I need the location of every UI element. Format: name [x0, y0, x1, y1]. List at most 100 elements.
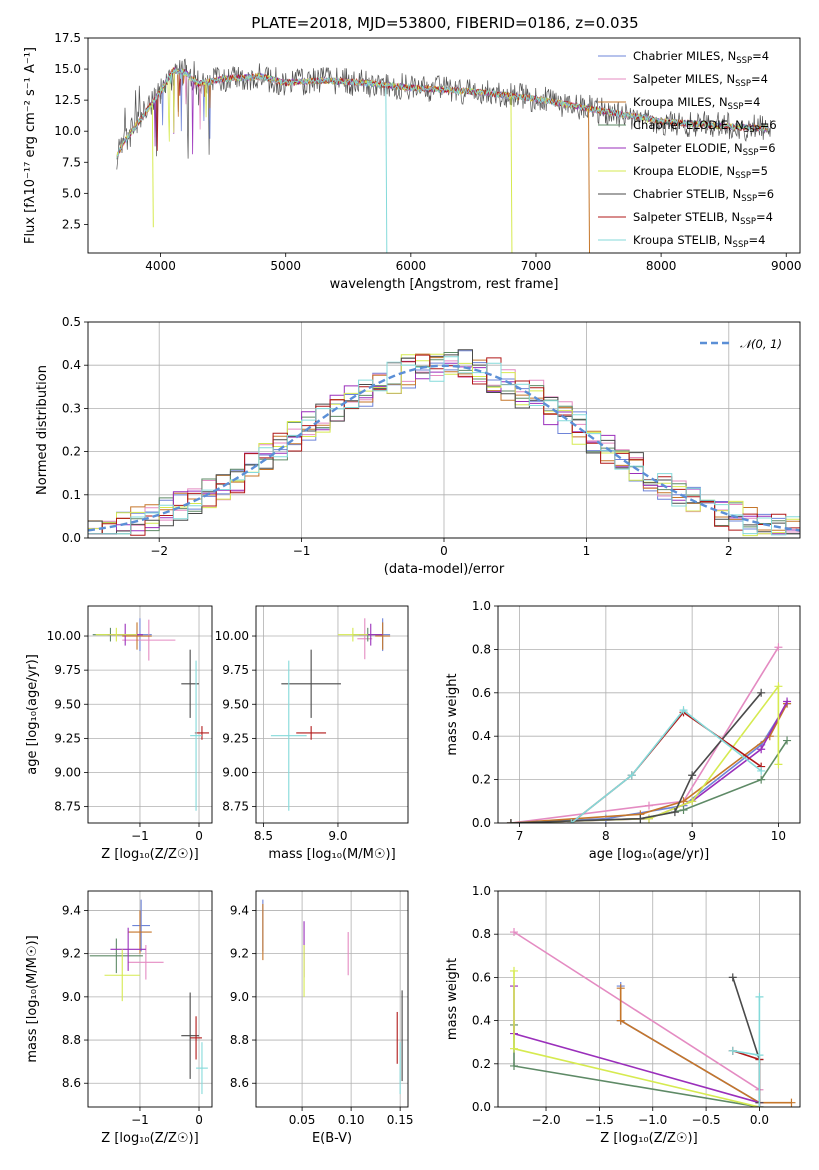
y-tick-label: 8.8: [62, 1033, 81, 1047]
errorbar-salpeter-miles: [122, 619, 176, 661]
x-tick-label: −2.0: [531, 1113, 560, 1127]
grid-lines: [256, 891, 408, 1107]
errorbar-kroupa-stelib: [190, 660, 202, 811]
series-line: [732, 977, 761, 1103]
ticks: 0.05 0.10 0.15 8.6 8.8 9.0 9.2 9.4: [230, 903, 414, 1127]
legend-entry: 𝒩(0, 1): [740, 337, 782, 351]
errorbar-kroupa-elodie: [104, 949, 140, 1002]
absorption-feature: [151, 102, 154, 228]
y-tick-label: 0.1: [62, 488, 81, 502]
ticks: 8.5 9.0 8.75 9.00 9.25 9.50 9.75 10.00: [215, 629, 348, 843]
grid-lines: [498, 890, 800, 1108]
y-tick-label: 8.75: [222, 800, 249, 814]
series-line: [510, 692, 762, 823]
spectrum-line-kroupa-stelib: [116, 68, 769, 160]
plus-marker: [679, 706, 688, 715]
x-tick-label: 8: [602, 829, 610, 843]
x-tick-label: 8.5: [254, 829, 273, 843]
histogram-step-chabrier-stelib: [88, 349, 800, 535]
errorbar-chabrier-miles: [132, 899, 150, 952]
axes-frame: [87, 37, 801, 254]
y-axis-label: mass weight: [445, 958, 460, 1040]
series-line: [570, 709, 762, 823]
errorbar-kroupa-miles: [128, 910, 152, 954]
x-tick-label: 0: [440, 544, 448, 558]
x-tick-label: 9000: [771, 259, 802, 273]
legend-entry-suffix: =4: [743, 95, 760, 109]
y-tick-label: 12.5: [54, 93, 81, 107]
legend-entry-suffix: =6: [759, 141, 776, 155]
legend-entry-suffix: =4: [756, 210, 773, 224]
plus-marker: [774, 643, 783, 652]
legend-entry-label: Chabrier MILES, N: [633, 49, 736, 63]
legend-entry-suffix: =4: [751, 72, 768, 86]
legend-entry: Chabrier MILES, NSSP=4: [633, 49, 769, 66]
x-tick-label: 7000: [521, 259, 552, 273]
series-line: [732, 996, 761, 1107]
plus-marker: [774, 682, 783, 691]
legend-entry-label: Salpeter STELIB, N: [633, 210, 740, 224]
series-kroupa-stelib: [728, 992, 764, 1107]
plus-marker: [774, 760, 783, 769]
plot-area: [510, 928, 796, 1107]
legend-entry: Chabrier ELODIE, NSSP=6: [633, 118, 777, 135]
x-tick-label: 4000: [145, 259, 176, 273]
legend-entry-subscript: SSP: [740, 217, 756, 227]
legend-entry-label: Salpeter MILES, N: [633, 72, 735, 86]
x-tick-label: 0: [195, 1113, 203, 1127]
series-line: [510, 683, 780, 823]
y-tick-label: 2.5: [62, 217, 81, 231]
legend-entry-subscript: SSP: [743, 148, 759, 158]
plus-marker: [757, 775, 766, 784]
series-chabrier-stelib: [506, 688, 766, 823]
ticks: −2 −1 0 1 2 0.0 0.1 0.2 0.3 0.4 0.5: [62, 315, 733, 558]
y-tick-label: 5.0: [62, 186, 81, 200]
errorbar-salpeter-miles: [357, 618, 373, 660]
errorbar-kroupa-elodie: [95, 627, 138, 642]
x-tick-label: 0.15: [387, 1113, 414, 1127]
x-tick-label: 0.05: [289, 1113, 316, 1127]
errorbar-kroupa-miles: [375, 622, 391, 650]
errorbar-kroupa-elodie: [337, 627, 368, 642]
legend-entry: Kroupa ELODIE, NSSP=5: [633, 164, 768, 181]
y-tick-label: 0.4: [472, 729, 491, 743]
x-tick-label: 2: [725, 544, 733, 558]
y-tick-label: 9.50: [222, 697, 249, 711]
x-tick-label: 10: [771, 829, 786, 843]
y-tick-label: 15.0: [54, 62, 81, 76]
y-tick-label: 0.6: [472, 970, 491, 984]
legend-entry-label: Chabrier ELODIE, N: [633, 118, 744, 132]
series-salpeter-elodie: [510, 982, 764, 1107]
x-tick-label: 9: [688, 829, 696, 843]
plus-marker: [688, 771, 697, 780]
errorbar-kroupa-stelib: [270, 660, 307, 811]
y-tick-label: 0.3: [62, 401, 81, 415]
y-tick-label: 9.00: [222, 766, 249, 780]
axes-frame: [87, 321, 801, 539]
grid-lines: [88, 891, 212, 1107]
x-tick-label: 8000: [646, 259, 677, 273]
mass-vs-metallicity-panel: −1 0 8.6 8.8 9.0 9.2 9.4 Z [log₁₀(Z/Z☉)] mass [l…: [25, 890, 213, 1146]
legend-entry-suffix: =6: [760, 118, 777, 132]
y-tick-label: 17.5: [54, 31, 81, 45]
plus-marker: [567, 819, 576, 823]
x-axis-label: Z [log₁₀(Z/Z☉)]: [101, 1131, 198, 1146]
y-tick-label: 9.2: [62, 947, 81, 961]
errorbar-chabrier-elodie: [89, 938, 143, 974]
x-axis-label: mass [log₁₀(M/M☉)]: [268, 847, 395, 862]
plus-marker: [616, 1016, 625, 1025]
legend-entry-label: Chabrier STELIB, N: [633, 187, 741, 201]
legend-entry-suffix: =6: [757, 187, 774, 201]
mass-weight-vs-metallicity-panel: −2.0 −1.5 −1.0 −0.5 0.0 0.0 0.2 0.4 0.6 0.8 1.0 Z […: [445, 884, 801, 1146]
y-tick-label: 0.0: [472, 1100, 491, 1114]
plus-marker: [627, 771, 636, 780]
x-tick-label: −1.5: [585, 1113, 614, 1127]
x-tick-label: −1.0: [638, 1113, 667, 1127]
legend-entry: Salpeter STELIB, NSSP=4: [633, 210, 773, 227]
x-axis-label: (data-model)/error: [384, 562, 505, 577]
legend-entry-label: Kroupa ELODIE, N: [633, 164, 735, 178]
legend-entry-subscript: SSP: [741, 194, 757, 204]
x-axis-label: age [log₁₀(age/yr)]: [589, 847, 710, 862]
x-tick-label: 6000: [396, 259, 427, 273]
x-tick-label: 0.0: [750, 1113, 769, 1127]
